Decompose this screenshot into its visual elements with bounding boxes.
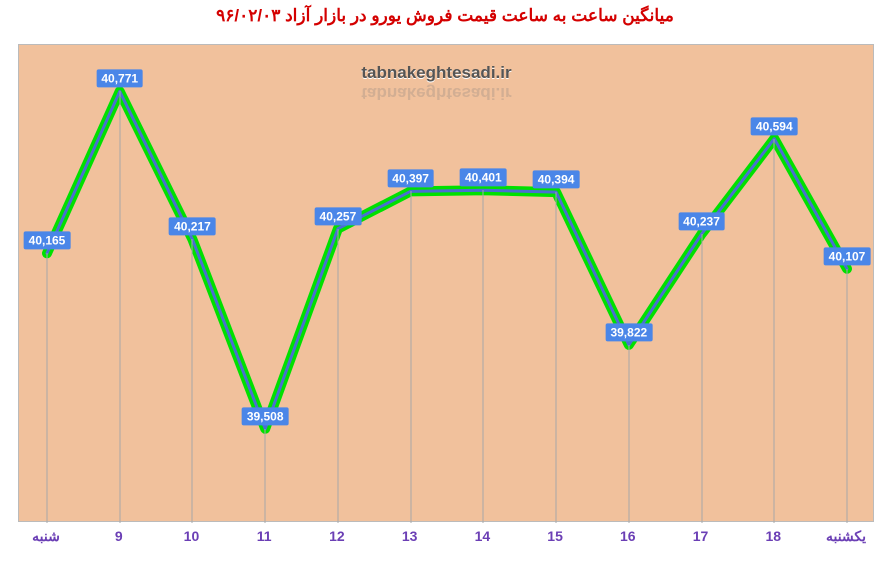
value-label: 40,217	[169, 218, 216, 236]
chart-title: میانگین ساعت به ساعت قیمت فروش یورو در ب…	[0, 0, 890, 32]
drop-line	[483, 190, 484, 523]
value-label: 39,822	[605, 323, 652, 341]
drop-line	[556, 192, 557, 523]
value-label: 40,771	[96, 70, 143, 88]
x-axis-label: شنبه	[32, 528, 60, 545]
value-label: 40,394	[533, 171, 580, 189]
drop-line	[701, 234, 702, 523]
value-label: 40,237	[678, 212, 725, 230]
value-label: 40,594	[751, 117, 798, 135]
x-axis-label: 17	[693, 528, 709, 544]
drop-line	[628, 345, 629, 523]
plot-area: tabnakeghtesadi.ir tabnakeghtesadi.ir 40…	[18, 44, 874, 522]
drop-line	[119, 91, 120, 523]
drop-line	[265, 429, 266, 523]
x-axis-label: 16	[620, 528, 636, 544]
x-axis-label: 18	[765, 528, 781, 544]
x-axis-label: 11	[257, 528, 272, 544]
drop-line	[774, 139, 775, 523]
value-label: 40,107	[824, 247, 871, 265]
drop-line	[337, 229, 338, 523]
x-axis-label: 9	[115, 528, 123, 544]
chart-container: میانگین ساعت به ساعت قیمت فروش یورو در ب…	[0, 0, 890, 562]
value-label: 40,257	[315, 207, 362, 225]
drop-line	[192, 239, 193, 523]
x-axis-label: 15	[547, 528, 563, 544]
drop-line	[847, 269, 848, 523]
drop-line	[410, 191, 411, 523]
value-label: 40,397	[387, 170, 434, 188]
line-chart-svg	[19, 45, 875, 523]
x-axis-label: 13	[402, 528, 418, 544]
value-label: 40,401	[460, 169, 507, 187]
x-axis-label: 14	[475, 528, 491, 544]
value-label: 40,165	[24, 232, 71, 250]
x-axis-label: 12	[329, 528, 345, 544]
x-axis-label: یکشنبه	[826, 528, 866, 545]
x-axis-label: 10	[184, 528, 200, 544]
drop-line	[47, 253, 48, 523]
value-label: 39,508	[242, 407, 289, 425]
